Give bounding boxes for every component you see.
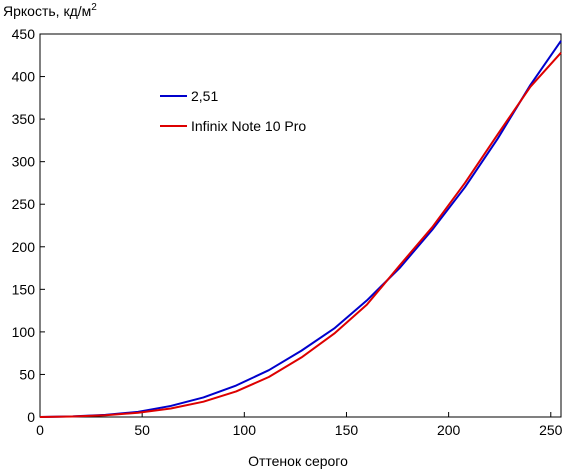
x-tick-label: 100: [233, 422, 257, 438]
x-tick-label: 0: [36, 422, 44, 438]
y-tick-label: 350: [12, 111, 36, 127]
x-axis-title: Оттенок серого: [248, 453, 348, 469]
y-tick-label: 50: [19, 366, 35, 382]
series-line-1: [39, 40, 562, 418]
y-tick-label: 200: [12, 239, 36, 255]
x-tick-label: 200: [437, 422, 461, 438]
legend-label-2: Infinix Note 10 Pro: [191, 118, 306, 134]
x-tick-label: 250: [539, 422, 563, 438]
series-line-2: [39, 52, 562, 418]
y-tick-label: 400: [12, 69, 36, 85]
y-tick-label: 300: [12, 154, 36, 170]
axes: 0 50 100 150 200 250 300 350 400 450 0 50 100 150 200 2…: [12, 26, 563, 438]
series-layer: [39, 40, 562, 418]
y-tick-label: 450: [12, 26, 36, 42]
legend: 2,51 Infinix Note 10 Pro: [160, 88, 306, 134]
y-tick-label: 150: [12, 281, 36, 297]
y-tick-label: 100: [12, 324, 36, 340]
legend-label-1: 2,51: [191, 88, 218, 104]
y-axis-title: Яркость, кд/м2: [3, 2, 97, 19]
plot-frame: [39, 33, 562, 418]
x-tick-label: 150: [335, 422, 359, 438]
x-tick-label: 50: [134, 422, 150, 438]
y-tick-label: 0: [27, 409, 35, 425]
y-tick-label: 250: [12, 196, 36, 212]
y-axis-title-superscript: 2: [91, 2, 97, 13]
